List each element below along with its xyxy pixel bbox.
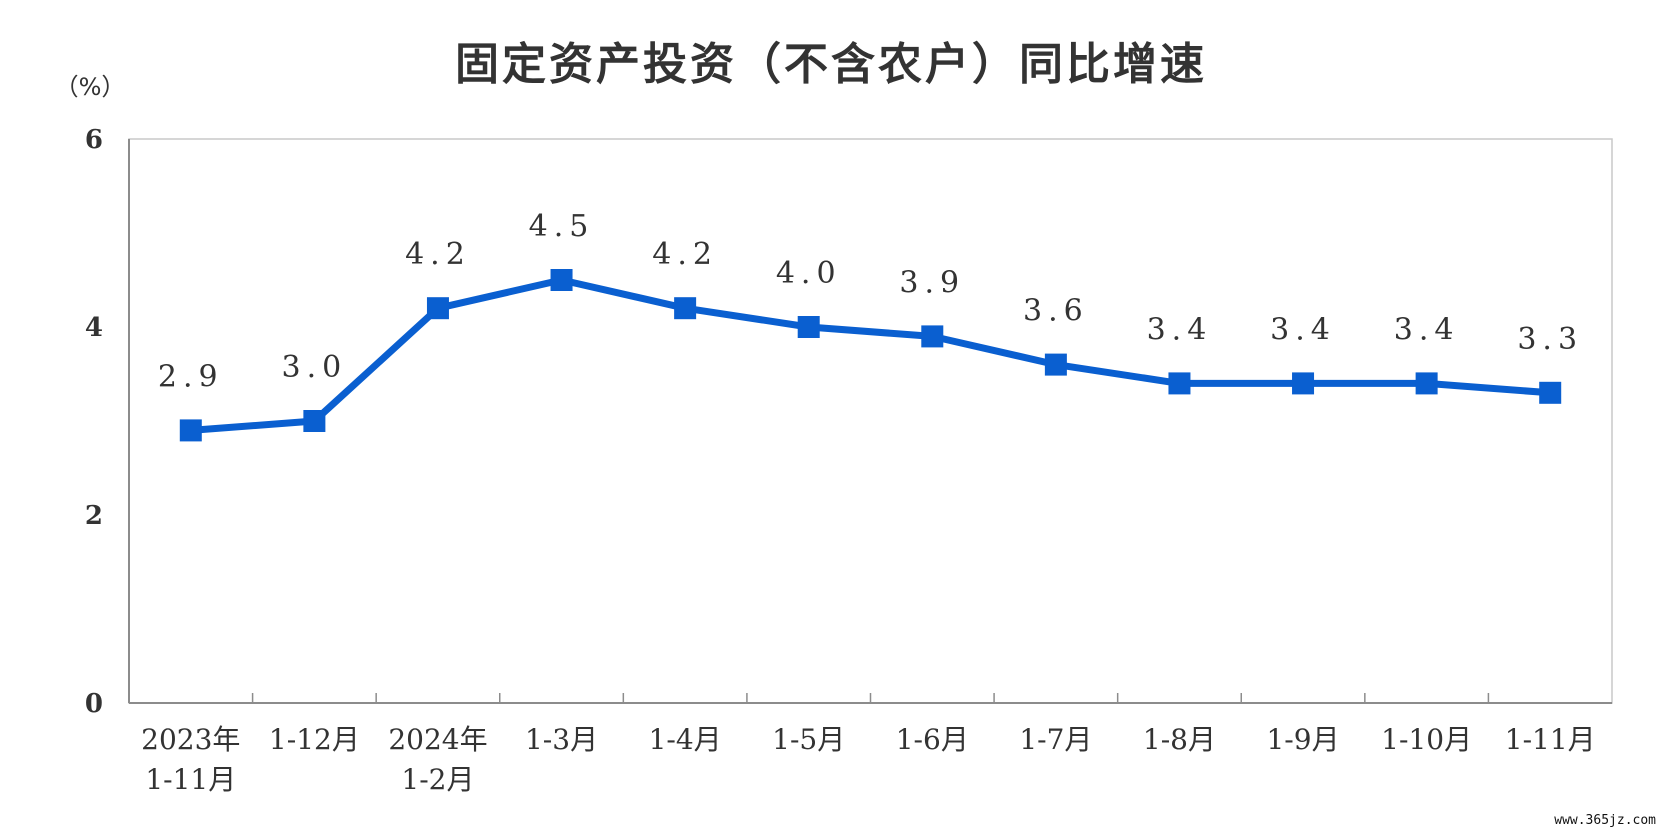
data-point-marker [179, 419, 202, 442]
x-tick-label: 1-4月 [649, 723, 722, 756]
y-tick-label: 4 [85, 313, 103, 343]
series-layer: 2.9 3.0 4.2 4.5 4.2 4.0 3.9 3.6 3.4 3.4 3.4 3.3 [158, 209, 1583, 442]
watermark: www.365jz.com [1554, 813, 1656, 828]
data-label: 4.0 [776, 256, 842, 291]
data-label: 4.2 [652, 237, 718, 272]
plot-border [128, 138, 1613, 704]
data-point-marker [1292, 372, 1315, 395]
data-point-marker [1044, 353, 1067, 376]
x-tick-label: 1-10月 [1381, 723, 1472, 756]
y-tick-label: 2 [85, 501, 103, 531]
data-point-marker [797, 316, 820, 338]
data-point-marker [921, 325, 944, 348]
data-label: 4.2 [405, 237, 471, 272]
chart-title: 固定资产投资（不含农户）同比增速 [455, 39, 1207, 90]
x-tick-label: 1-6月 [896, 723, 969, 756]
data-point-marker [550, 269, 573, 291]
x-tick-label: 1-2月 [401, 763, 474, 796]
axes: （%） 0 2 4 6 2023年 1-11月 1-12月 2024年 1-2月 1-3月 1-4月 1… [55, 73, 1596, 796]
data-point-marker [303, 410, 326, 432]
x-tick-label: 1-12月 [269, 723, 360, 756]
data-label: 2.9 [158, 359, 224, 394]
data-label: 3.3 [1517, 322, 1583, 357]
data-label: 3.4 [1394, 312, 1460, 347]
x-tick-label: 1-9月 [1266, 723, 1339, 756]
data-label: 3.6 [1023, 294, 1089, 329]
data-point-marker [1415, 372, 1438, 395]
x-tick-label: 1-11月 [145, 763, 236, 796]
data-label: 3.0 [282, 350, 348, 385]
x-tick-label: 1-8月 [1143, 723, 1216, 756]
series-line [190, 276, 1551, 434]
x-tick-label: 2023年 [141, 723, 240, 756]
data-point-marker [426, 297, 449, 320]
data-label: 4.5 [529, 209, 595, 244]
y-unit-label: （%） [55, 73, 126, 101]
data-label: 3.4 [1270, 312, 1336, 347]
y-tick-label: 6 [85, 125, 103, 155]
data-label: 3.4 [1147, 312, 1213, 347]
plot-frame [128, 138, 1613, 704]
data-point-marker [1539, 381, 1562, 404]
x-tick-label: 1-11月 [1505, 723, 1596, 756]
x-tick-label: 2024年 [388, 723, 487, 756]
data-label: 3.9 [899, 265, 965, 300]
x-tick-label: 1-3月 [525, 723, 598, 756]
y-tick-label: 0 [85, 689, 103, 719]
x-tick-label: 1-5月 [772, 723, 845, 756]
x-tick-label: 1-7月 [1019, 723, 1092, 756]
data-point-marker [674, 297, 697, 320]
data-point-marker [1168, 372, 1191, 395]
